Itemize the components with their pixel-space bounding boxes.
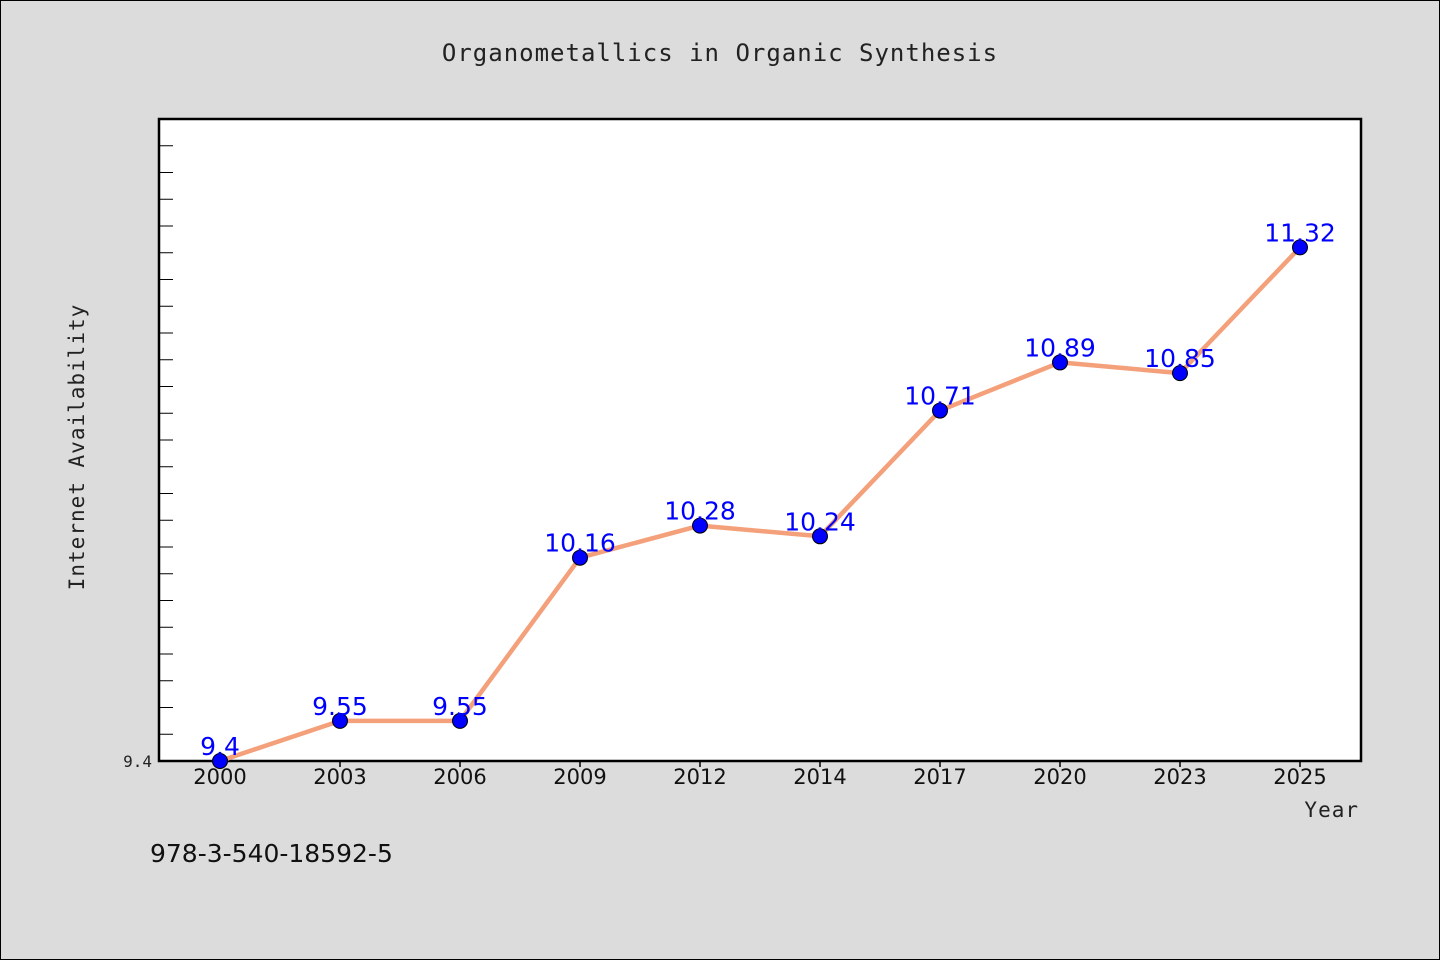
data-labels: 9.4 9.55 9.55 10.16 10.28 10.24 10.71 10.89 10.8… <box>200 218 1336 761</box>
data-point <box>572 549 588 566</box>
x-axis-label: Year <box>1304 798 1359 822</box>
data-point <box>1052 354 1068 371</box>
data-point <box>332 712 348 729</box>
data-point <box>932 402 948 419</box>
data-label: 10.89 <box>1024 333 1096 362</box>
data-label: 11.32 <box>1264 218 1336 247</box>
y-tick-label: 9.4 <box>123 752 152 771</box>
data-point <box>1292 239 1308 256</box>
x-tick-label: 2020 <box>1033 765 1086 789</box>
y-tick-labels: 9.4 <box>123 752 152 771</box>
data-point <box>452 712 468 729</box>
data-label: 9.4 <box>200 732 240 761</box>
x-tick-label: 2009 <box>553 765 606 789</box>
x-tick-label: 2012 <box>673 765 726 789</box>
data-label: 10.71 <box>904 382 976 411</box>
y-axis-label: Internet Availability <box>65 304 89 591</box>
x-tick-labels: 2000 2003 2006 2009 2012 2014 2017 2020 2023 2025 <box>193 765 1326 789</box>
x-tick-label: 2003 <box>313 765 366 789</box>
x-tick-label: 2017 <box>913 765 966 789</box>
data-label: 9.55 <box>432 692 488 721</box>
plot-area <box>157 117 1363 763</box>
data-point <box>692 517 708 534</box>
data-point <box>812 528 828 545</box>
x-tick-label: 2023 <box>1153 765 1206 789</box>
data-label: 10.85 <box>1144 344 1216 373</box>
x-tick-label: 2025 <box>1273 765 1326 789</box>
chart-title: Organometallics in Organic Synthesis <box>442 39 998 67</box>
x-tick-label: 2006 <box>433 765 486 789</box>
series-markers <box>212 239 1308 769</box>
y-axis-ticks <box>159 145 173 762</box>
data-label: 10.28 <box>664 497 736 526</box>
isbn-text: 978-3-540-18592-5 <box>150 839 393 868</box>
data-label: 9.55 <box>312 692 368 721</box>
data-label: 10.16 <box>544 529 616 558</box>
series-line <box>219 245 1302 764</box>
data-label: 10.24 <box>784 507 856 536</box>
x-tick-label: 2014 <box>793 765 846 789</box>
data-point <box>1172 365 1188 382</box>
x-tick-label: 2000 <box>193 765 246 789</box>
data-point <box>212 753 228 769</box>
